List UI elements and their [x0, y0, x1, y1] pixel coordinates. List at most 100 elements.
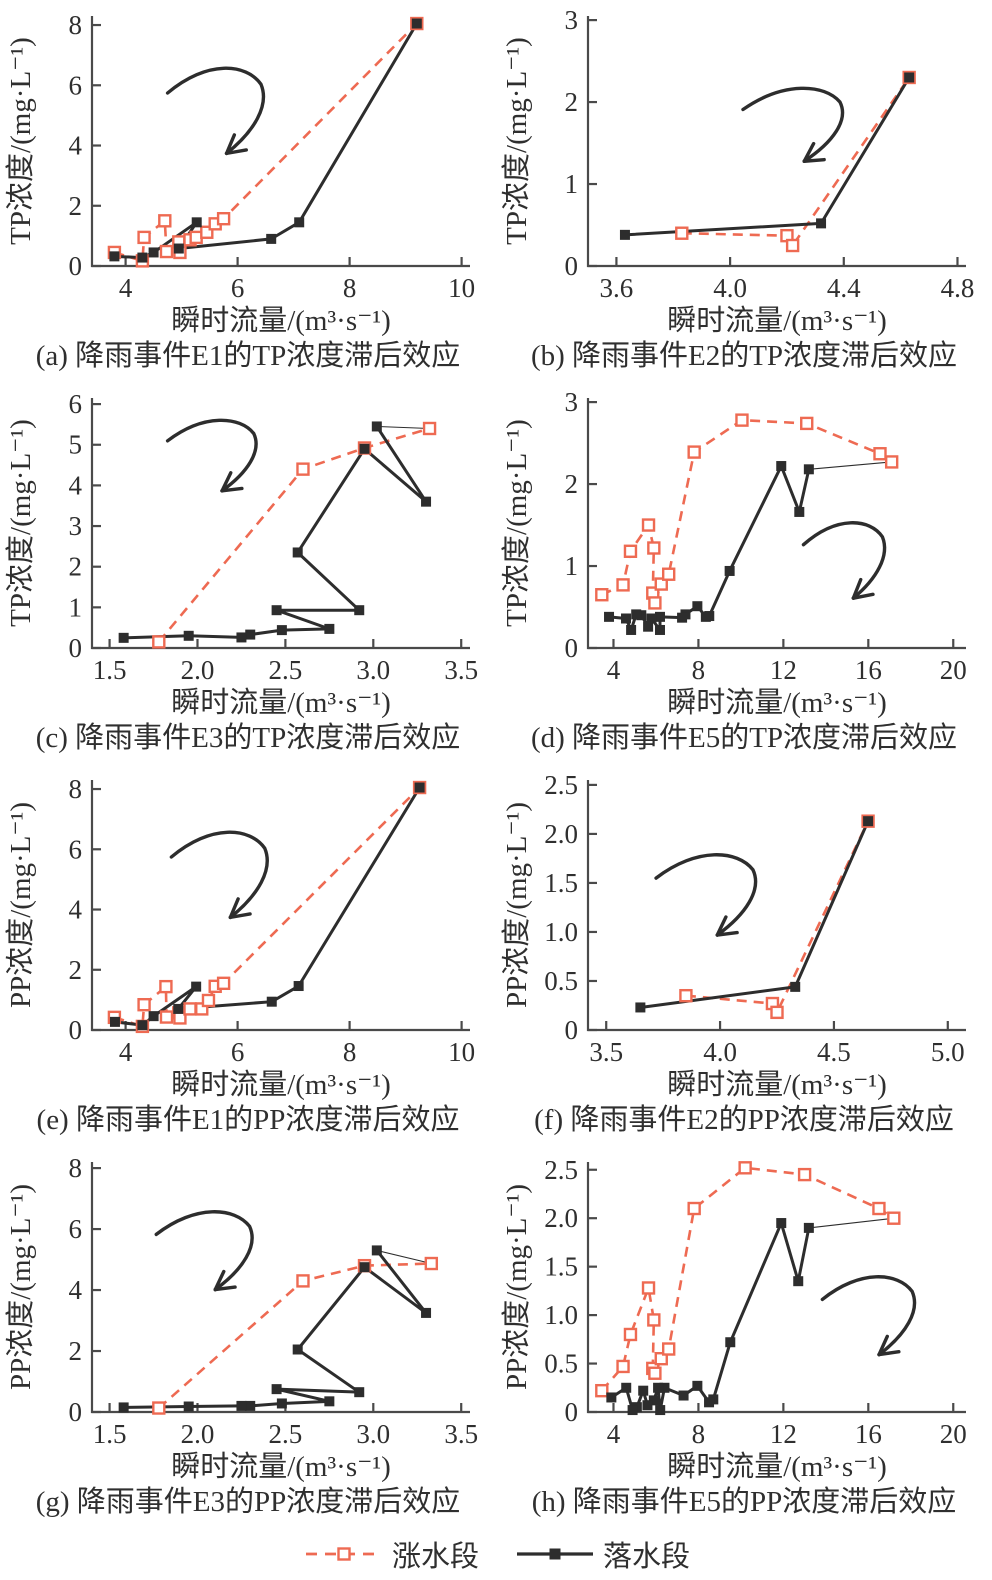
rising-marker	[884, 455, 899, 469]
direction-arrow	[154, 1210, 254, 1292]
falling-marker	[292, 1344, 303, 1355]
rising-marker	[159, 1010, 174, 1024]
rising-marker	[616, 1359, 630, 1374]
x-tick-label: 4	[607, 1419, 621, 1449]
rising-marker	[785, 238, 800, 253]
x-tick-label: 6	[231, 273, 245, 303]
x-tick-label: 4	[607, 655, 621, 685]
falling-marker	[293, 981, 304, 992]
x-tick-label: 10	[448, 1037, 475, 1067]
rising-marker	[647, 1313, 661, 1327]
rising-marker	[679, 988, 693, 1003]
x-axis-label: 瞬时流量/(m³·s⁻¹)	[667, 1450, 887, 1482]
y-tick-label: 3	[565, 5, 579, 35]
falling-series-line	[608, 464, 811, 632]
direction-arrow	[654, 853, 758, 937]
x-axis-label: 瞬时流量/(m³·s⁻¹)	[171, 1450, 391, 1482]
falling-marker	[266, 996, 277, 1007]
y-tick-label: 0	[565, 1015, 579, 1045]
x-tick-label: 2.5	[269, 1419, 303, 1449]
falling-marker	[324, 623, 335, 634]
falling-marker	[109, 1016, 120, 1027]
x-tick-label: 2.5	[269, 655, 303, 685]
x-tick-label: 8	[343, 1037, 357, 1067]
falling-marker	[245, 629, 256, 640]
falling-marker	[776, 461, 787, 472]
y-tick-label: 6	[69, 389, 83, 419]
y-tick-label: 5	[69, 430, 83, 460]
y-tick-label: 4	[69, 470, 83, 500]
rising-line-swatch	[305, 1547, 382, 1561]
y-axis-label: PP浓度/(mg·L⁻¹)	[4, 1184, 37, 1390]
axes: 1.5 2.0 2.5 3.0 3.5 0 1 2 3 4 5 6	[69, 389, 479, 685]
rising-marker	[152, 635, 166, 649]
y-tick-label: 0.5	[544, 1349, 578, 1379]
rising-marker	[654, 1352, 668, 1366]
falling-swatch-marker	[549, 1548, 561, 1560]
axes: 4 6 8 10 0 2 4 6 8	[69, 10, 476, 303]
falling-marker	[692, 601, 703, 612]
falling-marker	[621, 613, 632, 624]
x-tick-label: 20	[940, 1419, 967, 1449]
subplot-h-svg: 4 8 12 16 20 0 0.5 1.0 1.5 2.0 2.5 瞬时流量/(m³·s⁻¹) PP浓…	[500, 1155, 967, 1482]
direction-arrow	[820, 1275, 917, 1357]
legend-item-falling: 落水段	[513, 1533, 690, 1575]
falling-marker	[776, 1218, 787, 1229]
arrow-head	[877, 1334, 889, 1357]
falling-series-line	[640, 820, 870, 1009]
arrow-head	[802, 141, 816, 163]
y-tick-label: 1.5	[544, 868, 578, 898]
axes: 1.5 2.0 2.5 3.0 3.5 0 2 4 6 8	[69, 1153, 479, 1449]
y-tick-label: 6	[69, 1214, 83, 1244]
x-tick-label: 6	[231, 1037, 245, 1067]
y-tick-label: 1	[565, 551, 579, 581]
falling-marker	[631, 609, 642, 620]
falling-marker	[654, 624, 665, 635]
y-tick-label: 2.5	[544, 1155, 578, 1185]
falling-marker	[118, 632, 129, 643]
legend: 涨水段 落水段	[0, 1528, 992, 1580]
falling-marker	[173, 1003, 184, 1014]
rising-marker	[424, 1256, 439, 1271]
rising-marker	[201, 993, 216, 1008]
legend-label-rising: 涨水段	[391, 1541, 479, 1573]
x-tick-label: 5.0	[931, 1037, 965, 1067]
y-axis-label: PP浓度/(mg·L⁻¹)	[500, 802, 533, 1008]
falling-marker	[643, 621, 654, 632]
rising-marker	[152, 1401, 166, 1415]
falling-marker	[137, 1020, 148, 1031]
subplot-a-caption: (a) 降雨事件E1的TP浓度滞后效应	[35, 340, 461, 372]
falling-marker	[191, 981, 202, 992]
series-markers	[107, 780, 427, 1034]
y-tick-label: 0	[69, 251, 83, 281]
subplot-f: 3.5 4.0 4.5 5.0 0 0.5 1.0 1.5 2.0 2.5 瞬时流量/(m³·s⁻¹…	[496, 764, 992, 1146]
falling-series-line	[610, 1221, 811, 1412]
falling-marker	[803, 1222, 814, 1233]
series-connector-line	[808, 461, 892, 470]
falling-marker	[266, 233, 277, 244]
x-tick-label: 16	[855, 655, 882, 685]
falling-marker	[137, 252, 148, 263]
rising-marker	[641, 1281, 656, 1295]
falling-marker	[700, 611, 711, 622]
arrow-head	[213, 1285, 237, 1292]
rising-marker	[296, 462, 310, 476]
subplot-f-caption: (f) 降雨事件E2的PP浓度滞后效应	[534, 1104, 954, 1136]
falling-marker	[359, 443, 370, 454]
rising-marker	[183, 1002, 197, 1016]
rising-series-line	[157, 427, 430, 643]
y-tick-label: 0	[565, 1397, 579, 1427]
rising-marker	[189, 230, 203, 245]
y-tick-label: 3	[69, 511, 83, 541]
rising-marker	[797, 1167, 812, 1182]
falling-marker	[359, 1262, 370, 1273]
x-axis-label: 瞬时流量/(m³·s⁻¹)	[667, 686, 887, 718]
x-tick-label: 4	[119, 273, 133, 303]
x-tick-label: 2.0	[181, 655, 215, 685]
x-tick-label: 4.0	[703, 1037, 737, 1067]
falling-marker	[173, 243, 184, 254]
falling-marker	[654, 611, 665, 622]
x-tick-label: 10	[448, 273, 475, 303]
series-connector-line	[808, 1217, 894, 1229]
rising-marker	[595, 1383, 609, 1398]
